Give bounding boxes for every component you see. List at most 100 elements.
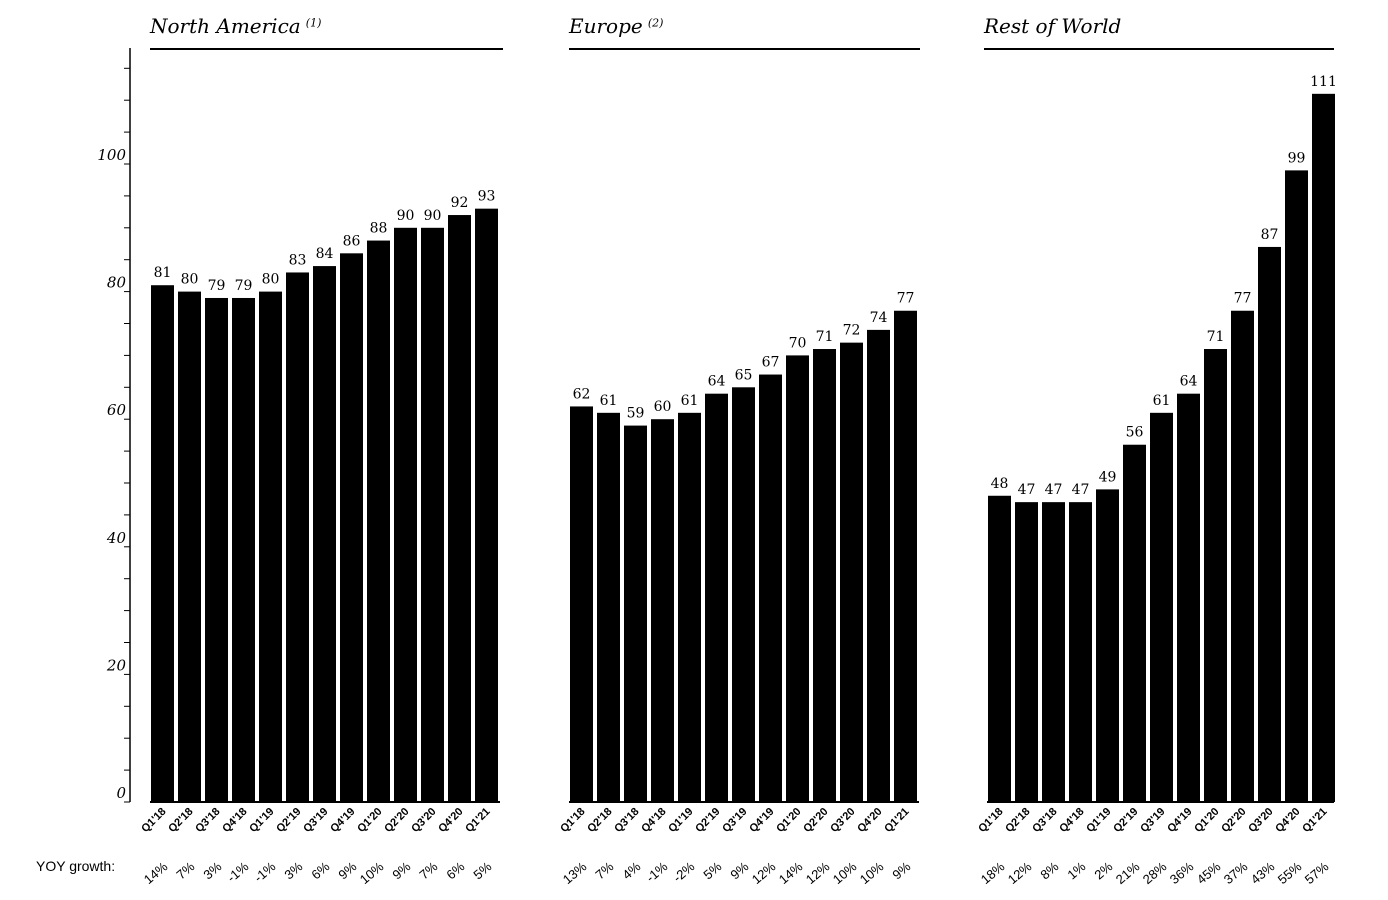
x-tick-label: Q3'19 [1138, 806, 1167, 835]
panel-title-text: Europe [569, 14, 643, 38]
bar [1069, 502, 1092, 802]
yoy-growth-value: 9% [335, 859, 359, 883]
bar [1123, 444, 1146, 802]
x-tick-label: Q4'19 [328, 806, 357, 835]
yoy-growth-value: 9% [889, 859, 913, 883]
x-tick-label: Q4'18 [1057, 806, 1086, 835]
x-tick-label: Q3'19 [720, 806, 749, 835]
yoy-growth-value: 55% [1275, 859, 1305, 887]
x-tick-label: Q2'18 [166, 806, 195, 835]
yoy-growth-value: 7% [173, 859, 197, 883]
bar-value-label: 64 [708, 374, 726, 390]
bar-value-label: 90 [424, 208, 442, 224]
bar [894, 310, 917, 802]
panel-title-footnote: (2) [647, 16, 664, 30]
yoy-growth-value: 6% [308, 859, 332, 883]
yoy-growth-value: 7% [592, 859, 616, 883]
bar [259, 291, 282, 802]
yoy-growth-value: 5% [470, 859, 494, 883]
x-tick-label: Q3'18 [612, 806, 641, 835]
x-tick-label: Q4'20 [436, 806, 465, 835]
bar-value-label: 77 [1234, 291, 1252, 307]
yoy-growth-value: 7% [416, 859, 440, 883]
bar-value-label: 59 [627, 406, 645, 422]
x-tick-label: Q3'19 [301, 806, 330, 835]
yoy-growth-value: 4% [619, 859, 643, 883]
yoy-growth-value: 1% [1064, 859, 1088, 883]
yoy-growth-value: 21% [1113, 859, 1143, 887]
yoy-growth-value: 12% [803, 859, 833, 887]
bar-value-label: 49 [1099, 469, 1117, 485]
bar [1150, 412, 1173, 802]
bar [1285, 170, 1308, 802]
bar-value-label: 72 [843, 323, 861, 339]
yoy-growth-value: 12% [1005, 859, 1035, 887]
bar-value-label: 67 [762, 355, 780, 371]
yoy-growth-value: 18% [978, 859, 1008, 887]
bar-value-label: 92 [451, 195, 469, 211]
bar-value-label: 111 [1310, 74, 1337, 90]
yoy-growth-value: 13% [560, 859, 590, 887]
yoy-growth-value: -1% [224, 859, 252, 886]
bar [867, 329, 890, 802]
x-tick-label: Q1'21 [463, 806, 492, 835]
x-tick-label: Q2'19 [1111, 806, 1140, 835]
bar-value-label: 48 [991, 476, 1009, 492]
y-tick-label: 0 [116, 784, 126, 802]
x-tick-label: Q2'20 [382, 806, 411, 835]
bar-value-label: 93 [478, 189, 496, 205]
x-tick-label: Q1'20 [1192, 806, 1221, 835]
yoy-growth-value: 8% [1037, 859, 1061, 883]
yoy-growth-value: -1% [251, 859, 279, 886]
x-tick-label: Q1'19 [247, 806, 276, 835]
bar [570, 406, 593, 802]
bar-value-label: 71 [816, 329, 834, 345]
bar [205, 297, 228, 802]
bar [178, 291, 201, 802]
yoy-growth-value: 3% [200, 859, 224, 883]
bar [151, 285, 174, 803]
bar-value-label: 90 [397, 208, 415, 224]
x-tick-label: Q3'20 [409, 806, 438, 835]
bar-value-label: 61 [1153, 393, 1171, 409]
panel-title-text: Rest of World [984, 14, 1122, 38]
x-tick-label: Q2'18 [585, 806, 614, 835]
panel-title-north-america: North America (1) [150, 14, 503, 50]
x-tick-label: Q1'21 [882, 806, 911, 835]
panel-title-rest-of-world: Rest of World [984, 14, 1334, 50]
bar-value-label: 47 [1072, 482, 1090, 498]
bar [286, 272, 309, 803]
bar [678, 412, 701, 802]
bar-value-label: 47 [1018, 482, 1036, 498]
bar [786, 355, 809, 802]
yoy-growth-value: -1% [643, 859, 671, 886]
bar [313, 266, 336, 803]
bar-value-label: 60 [654, 399, 672, 415]
x-tick-label: Q3'18 [1030, 806, 1059, 835]
bar [367, 240, 390, 802]
bar-value-label: 84 [316, 246, 334, 262]
bar [1231, 310, 1254, 802]
bar [475, 208, 498, 802]
bar [448, 215, 471, 803]
x-tick-label: Q2'18 [1003, 806, 1032, 835]
bar-value-label: 71 [1207, 329, 1225, 345]
yoy-growth-value: 9% [727, 859, 751, 883]
bar [1015, 502, 1038, 802]
bar-value-label: 79 [208, 278, 226, 294]
yoy-growth-value: 12% [749, 859, 779, 887]
bar [1312, 93, 1335, 802]
x-tick-label: Q1'20 [355, 806, 384, 835]
bar [624, 425, 647, 802]
x-tick-label: Q1'18 [139, 806, 168, 835]
x-tick-label: Q1'18 [976, 806, 1005, 835]
y-tick-label: 20 [106, 656, 127, 674]
x-tick-label: Q2'20 [801, 806, 830, 835]
yoy-growth-value: 43% [1248, 859, 1278, 887]
yoy-growth-value: 6% [443, 859, 467, 883]
yoy-growth-value: 10% [357, 859, 387, 887]
y-tick-label: 60 [107, 401, 127, 419]
bar [732, 387, 755, 802]
bar-value-label: 74 [870, 310, 888, 326]
